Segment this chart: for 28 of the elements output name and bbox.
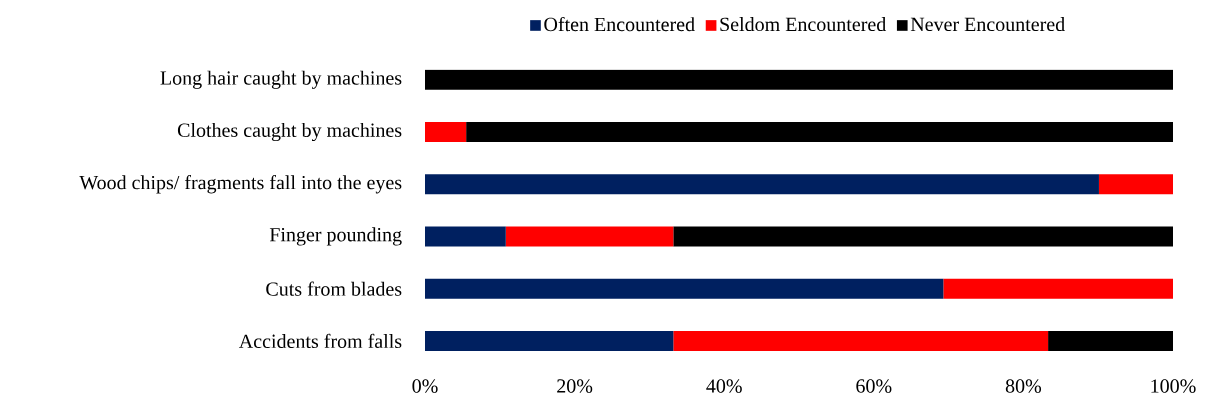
bar [425, 122, 467, 143]
bar [425, 226, 506, 247]
bar [673, 330, 1049, 351]
x-tick-label: 60% [856, 379, 892, 393]
x-tick-label: 40% [706, 379, 742, 393]
bar [425, 69, 1173, 90]
bar [425, 174, 1099, 195]
x-tick-label: 80% [1005, 379, 1042, 393]
y-tick-label: Wood chips/ fragments fall into the eyes [79, 175, 402, 194]
bar [673, 226, 1173, 247]
bar [1098, 174, 1173, 195]
x-tick-label: 0% [412, 379, 438, 393]
bar [1048, 330, 1173, 351]
legend-label: Often Encountered [544, 16, 695, 32]
y-tick-label: Accidents from falls [238, 333, 402, 349]
y-tick-label: Finger pounding [269, 227, 402, 246]
bar [425, 278, 944, 299]
y-tick-label: Cuts from blades [266, 281, 402, 296]
legend-label: Never Encountered [910, 17, 1065, 32]
bar [466, 122, 1173, 143]
bar [943, 278, 1173, 299]
bar [425, 330, 674, 351]
bar [505, 226, 674, 247]
legend-label: Seldom Encountered [720, 17, 887, 32]
y-tick-label: Long hair caught by machines [160, 70, 402, 89]
x-tick-label: 100% [1151, 379, 1196, 393]
y-tick-label: Clothes caught by machines [177, 122, 402, 142]
x-tick-label: 20% [557, 379, 593, 393]
